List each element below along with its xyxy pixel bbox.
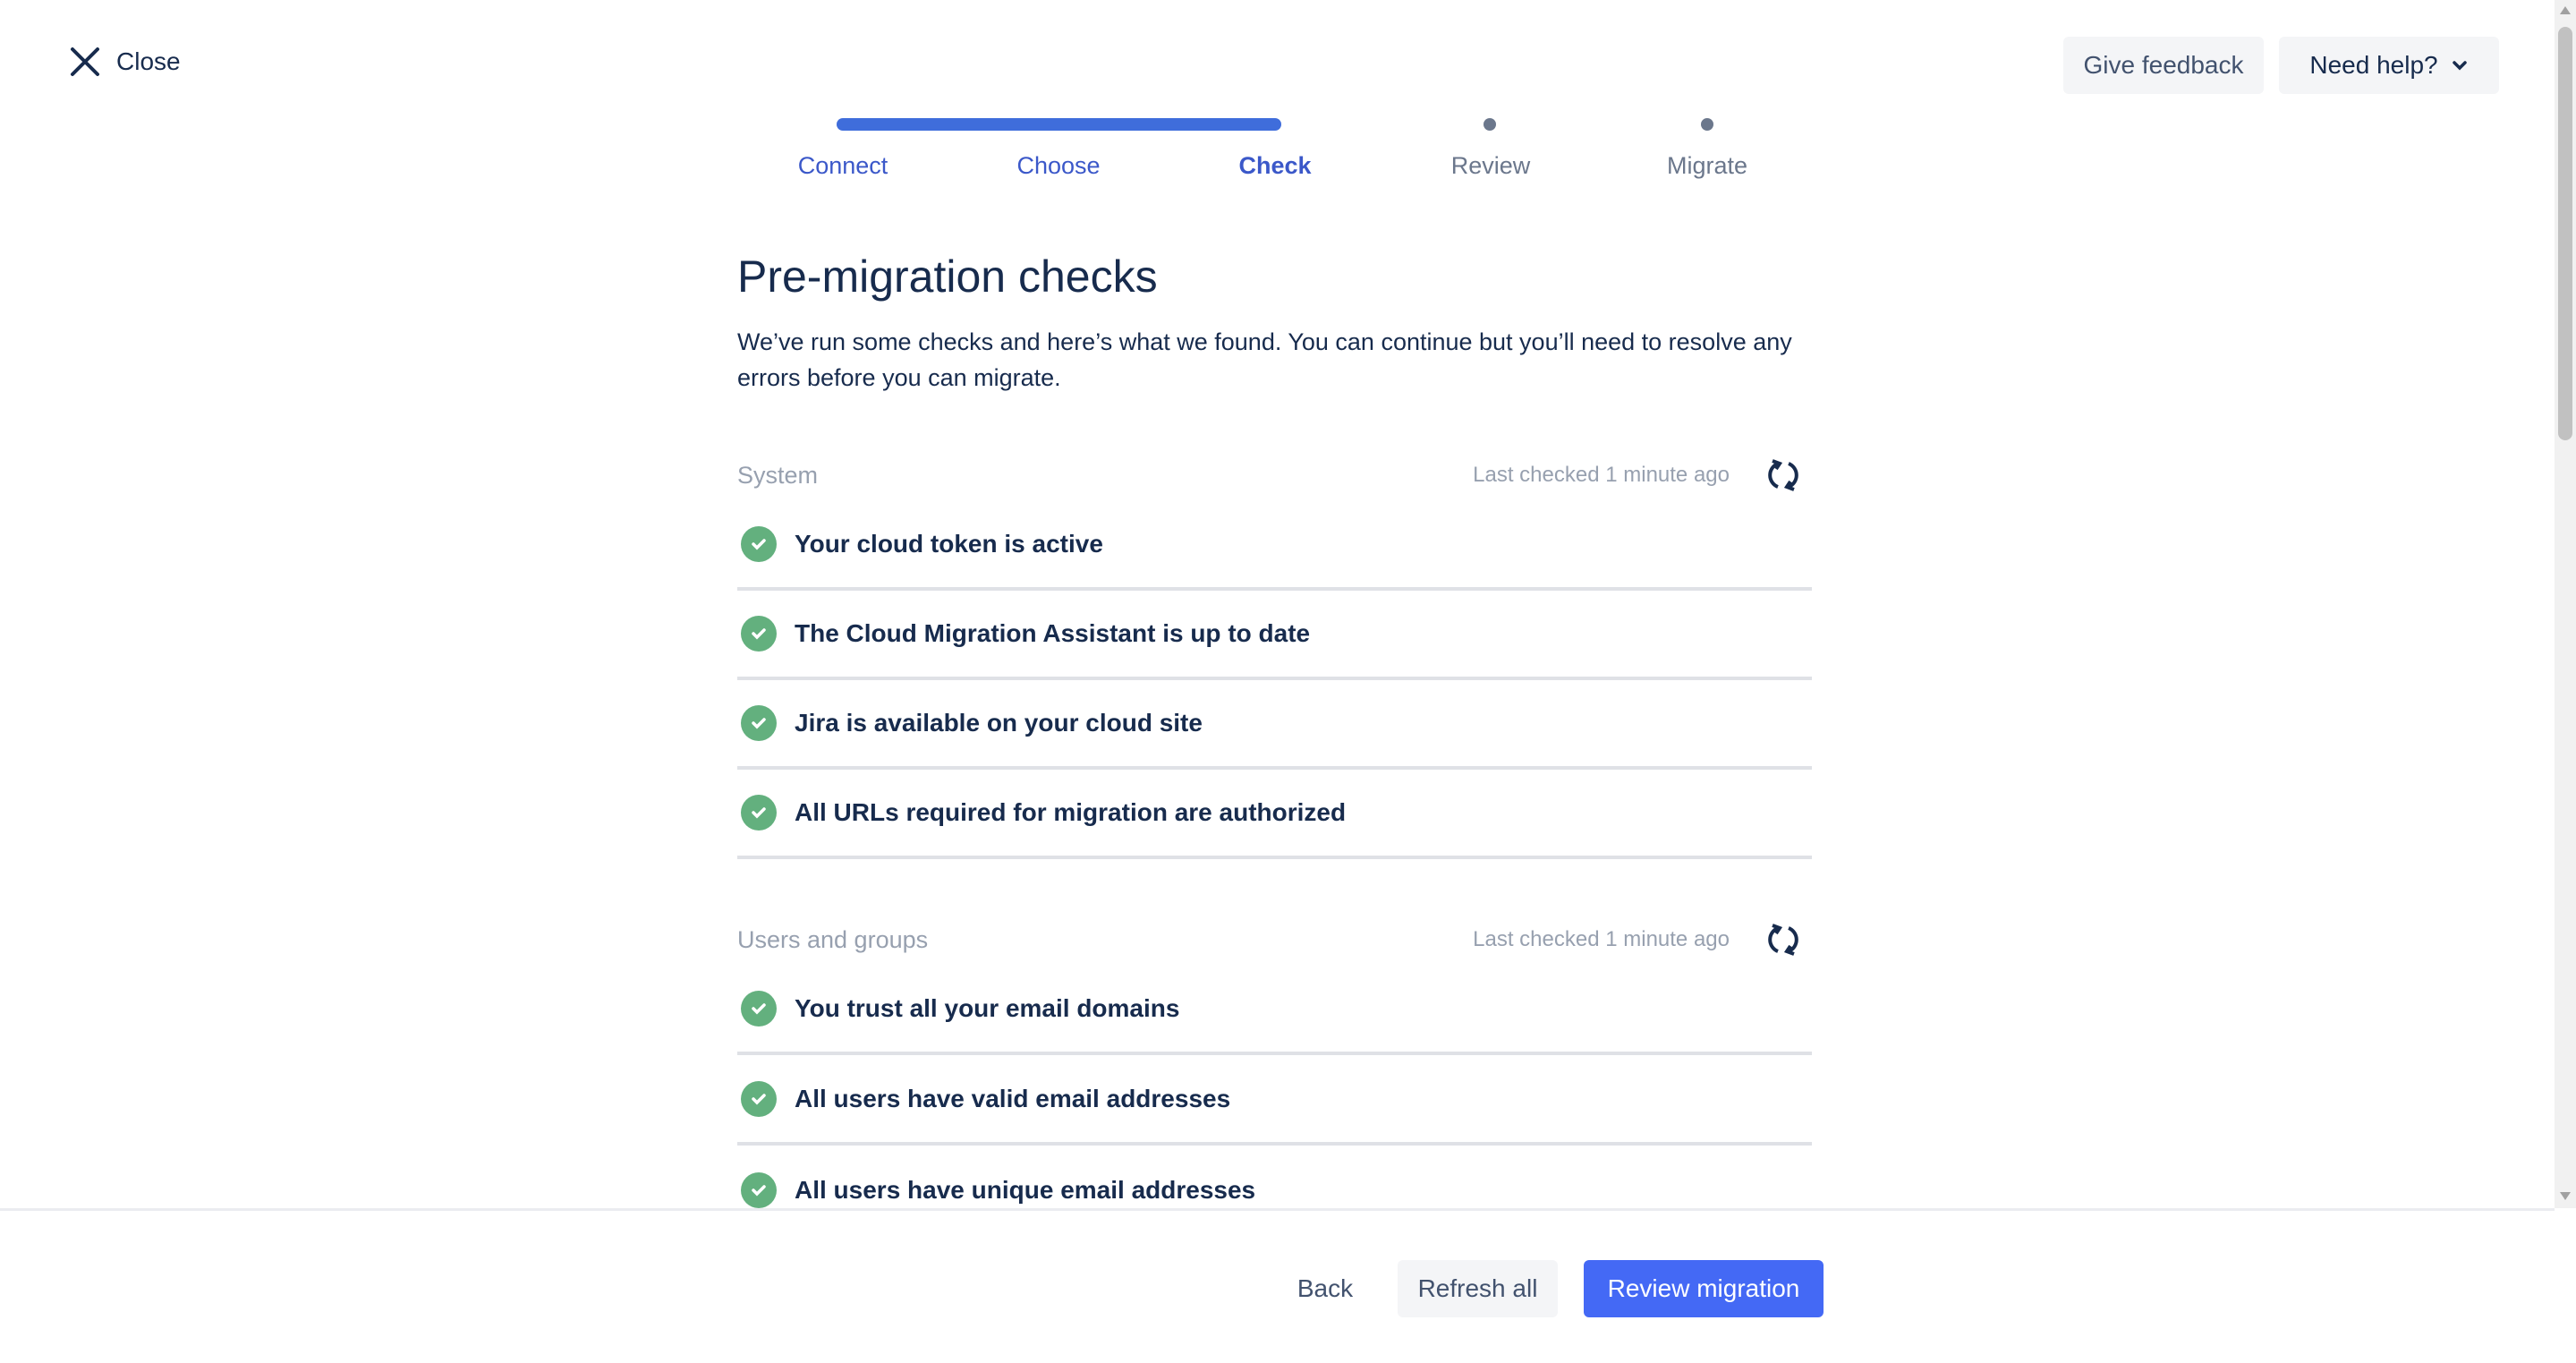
page-description: We’ve run some checks and here’s what we… — [737, 328, 1792, 391]
check-item-label: Jira is available on your cloud site — [795, 709, 1203, 737]
check-item: All users have unique email addresses — [737, 1146, 1812, 1235]
need-help-label: Need help? — [2309, 51, 2438, 79]
scroll-up-icon[interactable] — [2558, 4, 2572, 16]
footer — [0, 1208, 2555, 1363]
give-feedback-button[interactable]: Give feedback — [2063, 37, 2264, 94]
refresh-icon[interactable] — [1765, 457, 1801, 493]
check-item: The Cloud Migration Assistant is up to d… — [737, 591, 1812, 680]
check-circle-icon — [741, 991, 777, 1027]
check-item-label: All URLs required for migration are auth… — [795, 798, 1347, 826]
need-help-button[interactable]: Need help? — [2279, 37, 2499, 94]
check-item: All users have valid email addresses — [737, 1056, 1812, 1146]
check-circle-icon — [741, 705, 777, 741]
last-checked: Last checked 1 minute ago — [1473, 927, 1730, 951]
step-dot-migrate — [1701, 118, 1713, 131]
step-dot-review — [1484, 118, 1496, 131]
scrollbar-thumb[interactable] — [2558, 27, 2572, 440]
section-header: Users and groups Last checked 1 minute a… — [737, 917, 1812, 962]
check-circle-icon — [741, 795, 777, 831]
check-item-label: All users have unique email addresses — [795, 1176, 1256, 1204]
check-item: You trust all your email domains — [737, 966, 1812, 1055]
section-name: Users and groups — [737, 925, 929, 953]
check-circle-icon — [741, 616, 777, 652]
refresh-all-button[interactable]: Refresh all — [1398, 1260, 1558, 1317]
check-item: Your cloud token is active — [737, 501, 1812, 591]
chevron-down-icon — [2452, 61, 2467, 71]
close-label: Close — [116, 47, 181, 75]
close-button[interactable]: Close — [70, 47, 181, 77]
scroll-down-icon[interactable] — [2558, 1190, 2572, 1203]
give-feedback-label: Give feedback — [2083, 51, 2244, 79]
step-review: Review — [1450, 152, 1531, 179]
check-item-label: You trust all your email domains — [795, 994, 1180, 1022]
step-connect: Connect — [797, 152, 888, 179]
check-circle-icon — [741, 526, 777, 562]
section-name: System — [737, 461, 819, 489]
check-circle-icon — [741, 1172, 777, 1208]
back-button[interactable]: Back — [1297, 1274, 1354, 1302]
last-checked: Last checked 1 minute ago — [1473, 463, 1730, 487]
review-migration-button[interactable]: Review migration — [1584, 1260, 1824, 1317]
section-header: System Last checked 1 minute ago — [737, 453, 1812, 498]
check-circle-icon — [741, 1081, 777, 1117]
close-icon — [71, 47, 99, 76]
check-item-label: The Cloud Migration Assistant is up to d… — [795, 619, 1311, 647]
step-check: Check — [1238, 152, 1312, 179]
step-migrate: Migrate — [1666, 152, 1748, 179]
check-item: Jira is available on your cloud site — [737, 680, 1812, 770]
step-choose: Choose — [1016, 152, 1101, 179]
progress-bar — [837, 118, 1281, 131]
check-item-label: Your cloud token is active — [795, 530, 1103, 558]
refresh-icon[interactable] — [1765, 922, 1801, 958]
check-item: All URLs required for migration are auth… — [737, 770, 1812, 859]
check-item-label: All users have valid email addresses — [795, 1085, 1231, 1112]
page-title: Pre-migration checks — [737, 251, 1158, 302]
